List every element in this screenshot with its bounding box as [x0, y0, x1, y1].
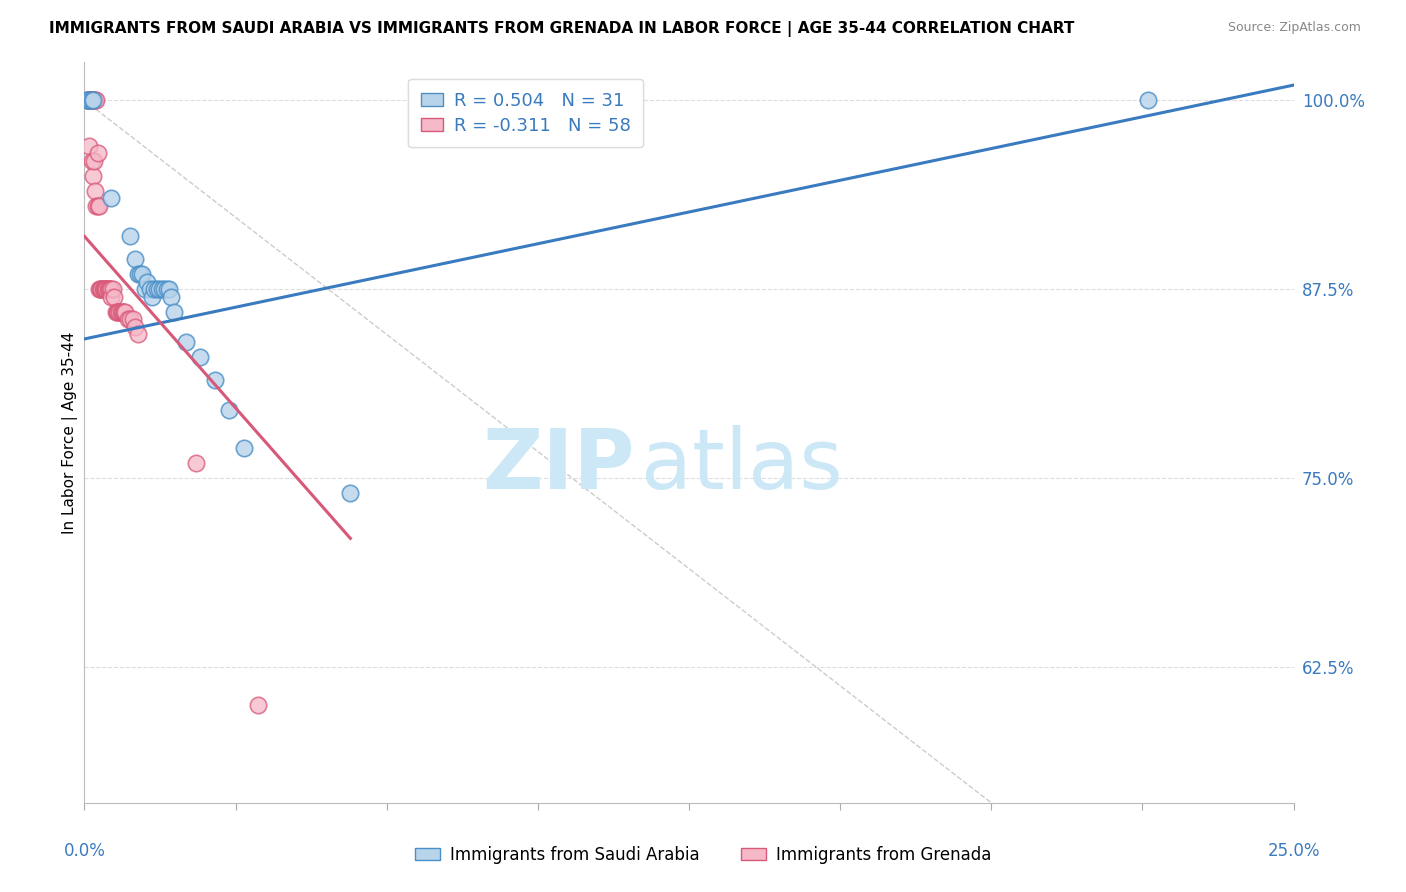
Point [114, 304, 136, 318]
Point [87, 282, 110, 296]
Point [79, 93, 101, 107]
Point [100, 282, 122, 296]
Point [94, 282, 117, 296]
Point [86, 93, 108, 107]
Text: atlas: atlas [641, 425, 842, 507]
Point [160, 290, 183, 304]
Point [124, 252, 146, 266]
Point [97, 282, 120, 296]
Point [76, 93, 98, 107]
Point [82, 93, 104, 107]
Point [218, 403, 240, 417]
Text: IMMIGRANTS FROM SAUDI ARABIA VS IMMIGRANTS FROM GRENADA IN LABOR FORCE | AGE 35-: IMMIGRANTS FROM SAUDI ARABIA VS IMMIGRAN… [49, 21, 1074, 37]
Point [112, 304, 135, 318]
Point [94, 282, 117, 296]
Point [83, 93, 105, 107]
Point [157, 282, 180, 296]
Point [77, 93, 100, 107]
Text: 25.0%: 25.0% [1267, 842, 1320, 860]
Point [1137, 93, 1160, 107]
Point [103, 290, 125, 304]
Point [117, 312, 139, 326]
Point [77, 93, 100, 107]
Point [339, 486, 361, 500]
Point [82, 93, 104, 107]
Point [86, 199, 108, 213]
Point [134, 282, 156, 296]
Point [90, 282, 112, 296]
Point [84, 93, 107, 107]
Point [111, 304, 134, 318]
Point [136, 275, 159, 289]
Point [184, 456, 207, 470]
Point [247, 698, 270, 712]
Point [97, 282, 120, 296]
Point [120, 312, 142, 326]
Point [174, 334, 197, 349]
Point [108, 304, 131, 318]
Point [77, 93, 100, 107]
Y-axis label: In Labor Force | Age 35-44: In Labor Force | Age 35-44 [62, 332, 79, 533]
Point [131, 267, 153, 281]
Point [127, 327, 149, 342]
Point [127, 267, 149, 281]
Point [155, 282, 177, 296]
Point [79, 93, 101, 107]
Point [84, 184, 107, 198]
Point [103, 282, 125, 296]
Point [80, 93, 103, 107]
Point [153, 282, 176, 296]
Text: 0.0%: 0.0% [63, 842, 105, 860]
Point [83, 153, 105, 168]
Point [124, 319, 146, 334]
Point [107, 304, 129, 318]
Legend: R = 0.504   N = 31, R = -0.311   N = 58: R = 0.504 N = 31, R = -0.311 N = 58 [408, 78, 643, 147]
Point [87, 199, 110, 213]
Point [97, 282, 120, 296]
Point [110, 304, 132, 318]
Point [83, 93, 105, 107]
Point [150, 282, 173, 296]
Point [76, 93, 98, 107]
Point [190, 350, 212, 364]
Legend: Immigrants from Saudi Arabia, Immigrants from Grenada: Immigrants from Saudi Arabia, Immigrants… [408, 839, 998, 871]
Point [121, 312, 143, 326]
Point [93, 282, 115, 296]
Point [93, 282, 115, 296]
Point [148, 282, 170, 296]
Point [138, 282, 160, 296]
Point [80, 93, 103, 107]
Point [87, 199, 110, 213]
Point [98, 282, 121, 296]
Point [82, 169, 104, 183]
Point [104, 304, 127, 318]
Point [100, 290, 122, 304]
Point [112, 304, 135, 318]
Point [163, 304, 186, 318]
Point [89, 282, 111, 296]
Point [76, 93, 98, 107]
Point [82, 93, 104, 107]
Point [120, 229, 142, 244]
Point [143, 282, 166, 296]
Point [141, 290, 163, 304]
Point [100, 191, 122, 205]
Point [82, 93, 104, 107]
Point [129, 267, 152, 281]
Point [93, 282, 115, 296]
Point [105, 304, 128, 318]
Point [77, 138, 100, 153]
Point [90, 282, 112, 296]
Text: Source: ZipAtlas.com: Source: ZipAtlas.com [1227, 21, 1361, 35]
Point [79, 93, 101, 107]
Point [204, 373, 226, 387]
Text: ZIP: ZIP [482, 425, 634, 507]
Point [80, 153, 103, 168]
Point [233, 441, 256, 455]
Point [91, 282, 114, 296]
Point [77, 93, 100, 107]
Point [146, 282, 169, 296]
Point [87, 146, 110, 161]
